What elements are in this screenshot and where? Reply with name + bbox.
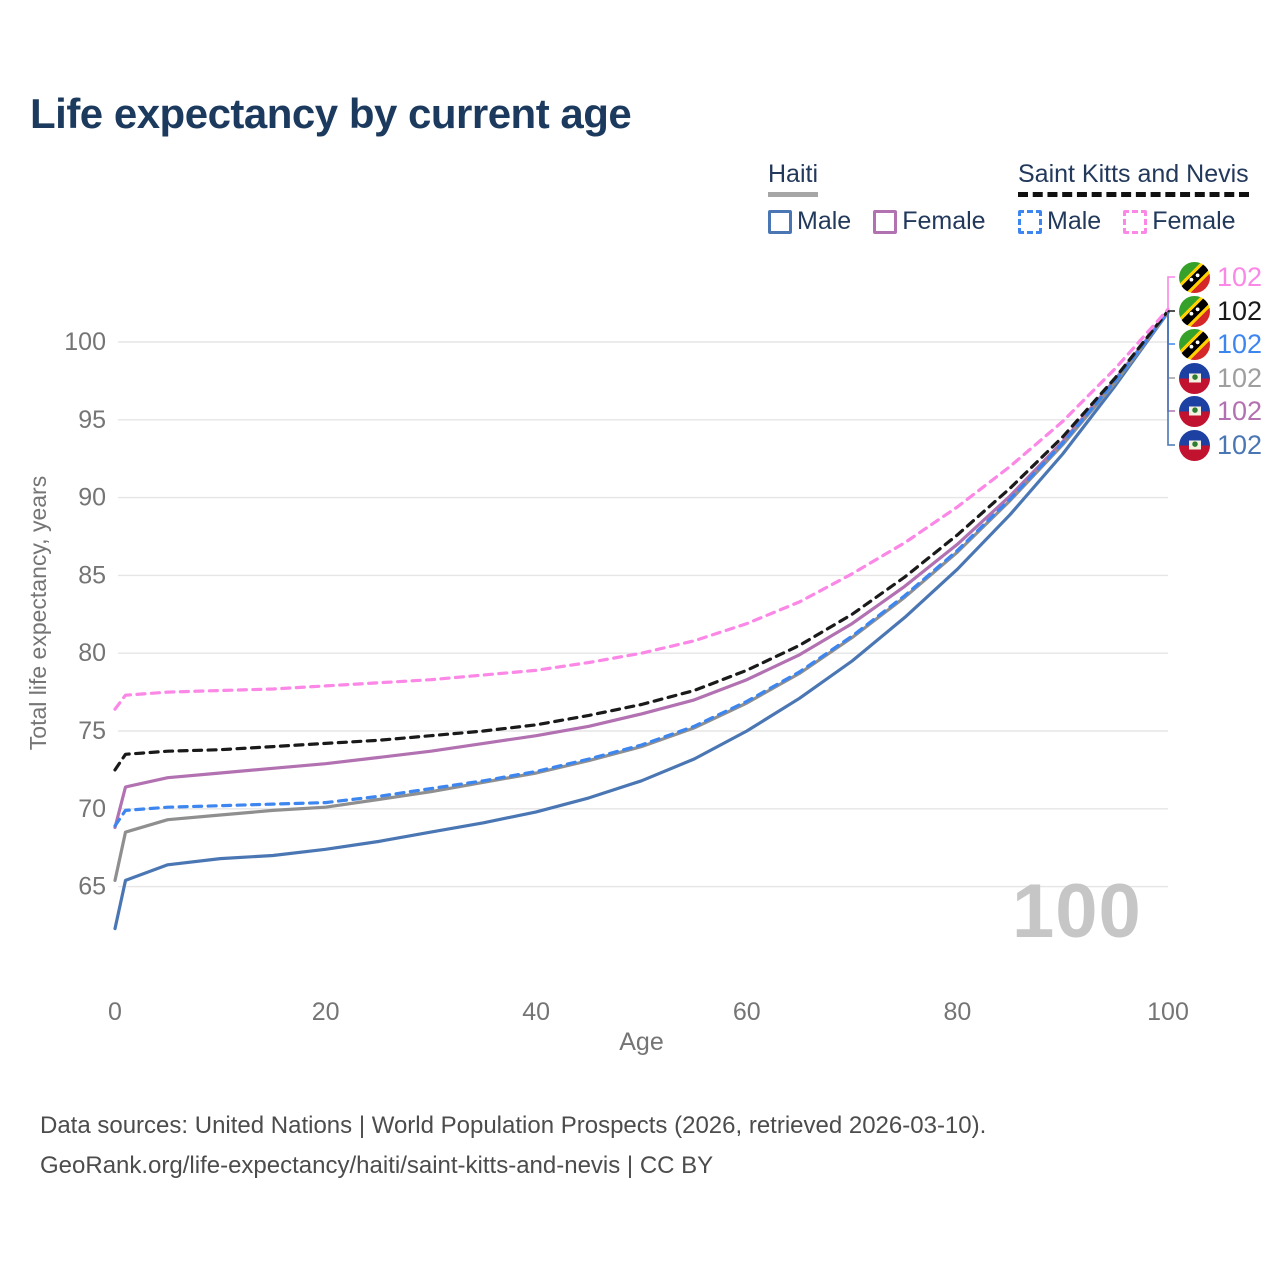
legend-country-header: Saint Kitts and Nevis (1018, 160, 1249, 197)
series-end-value: 102 (1217, 429, 1263, 460)
series-line-saint-kitts-and-nevis-both (113, 309, 1170, 772)
legend-item-label: Female (902, 207, 986, 235)
hover-age-watermark: 100 (1012, 869, 1142, 954)
series-line-haiti-both (113, 310, 1170, 882)
legend-group-haiti: Haiti Male Female (768, 160, 986, 236)
x-axis-title: Age (619, 1028, 663, 1056)
y-tick-label-85: 85 (78, 561, 106, 589)
y-tick-label-65: 65 (78, 873, 106, 901)
series-end-value: 102 (1217, 328, 1263, 359)
end-label-row: 102 (1179, 429, 1262, 461)
y-tick-label-80: 80 (78, 639, 106, 667)
leader-line-3 (1167, 312, 1175, 379)
leader-line-4 (1167, 312, 1175, 412)
legend-item-female[interactable]: Female (1123, 207, 1236, 236)
x-tick-label-60: 60 (733, 998, 761, 1026)
series-end-value: 102 (1217, 261, 1263, 292)
end-label-row: 102 (1179, 395, 1262, 427)
legend-checkbox-icon[interactable] (768, 209, 792, 234)
page-title: Life expectancy by current age (30, 90, 632, 137)
haiti-flag-icon (1179, 429, 1210, 461)
end-label-row: 102 (1179, 328, 1262, 360)
legend-item-female[interactable]: Female (873, 207, 986, 236)
leader-line-5 (1167, 312, 1175, 446)
series-line-haiti-female (113, 310, 1170, 830)
legend-item-male[interactable]: Male (1018, 207, 1101, 236)
saint-kitts-and-nevis-flag-icon (1179, 328, 1210, 360)
y-tick-label-70: 70 (78, 795, 106, 823)
x-tick-label-0: 0 (108, 998, 122, 1026)
legend-group-saint-kitts-and-nevis: Saint Kitts and Nevis Male Female (1018, 160, 1249, 236)
legend-item-label: Female (1152, 207, 1236, 235)
data-sources-text: Data sources: United Nations | World Pop… (40, 1112, 987, 1139)
haiti-flag-icon (1179, 395, 1210, 427)
end-label-row: 102 (1179, 261, 1262, 293)
attribution-text: GeoRank.org/life-expectancy/haiti/saint-… (40, 1152, 714, 1179)
series-end-value: 102 (1217, 362, 1263, 393)
saint-kitts-and-nevis-flag-icon (1179, 261, 1210, 293)
saint-kitts-and-nevis-flag-icon (1179, 295, 1210, 327)
leader-line-0 (1167, 276, 1175, 310)
end-label-row: 102 (1179, 362, 1262, 394)
y-tick-label-90: 90 (78, 484, 106, 512)
leader-line-2 (1167, 312, 1175, 345)
chart-footer: Data sources: United Nations | World Pop… (40, 1106, 986, 1186)
y-tick-label-75: 75 (78, 717, 106, 745)
legend-item-label: Male (1047, 207, 1102, 235)
haiti-flag-icon (1179, 362, 1210, 394)
x-tick-label-20: 20 (312, 998, 340, 1026)
series-line-haiti-male (113, 310, 1170, 931)
y-axis-title: Total life expectancy, years (25, 476, 51, 750)
x-tick-label-80: 80 (943, 998, 971, 1026)
end-label-row: 102 (1179, 295, 1262, 327)
x-tick-label-100: 100 (1147, 998, 1189, 1026)
series-line-saint-kitts-and-nevis-male (113, 310, 1170, 828)
x-tick-label-40: 40 (522, 998, 550, 1026)
series-end-value: 102 (1217, 395, 1263, 426)
legend-checkbox-icon[interactable] (873, 209, 898, 234)
legend-checkbox-icon[interactable] (1018, 209, 1042, 234)
legend-item-label: Male (797, 207, 852, 235)
y-tick-label-95: 95 (78, 406, 106, 434)
series-end-value: 102 (1217, 295, 1263, 326)
legend-checkbox-icon[interactable] (1123, 209, 1148, 234)
legend-country-header: Haiti (768, 160, 819, 197)
legend-item-male[interactable]: Male (768, 207, 851, 236)
y-tick-label-100: 100 (64, 328, 106, 356)
series-line-saint-kitts-and-nevis-female (113, 307, 1170, 711)
